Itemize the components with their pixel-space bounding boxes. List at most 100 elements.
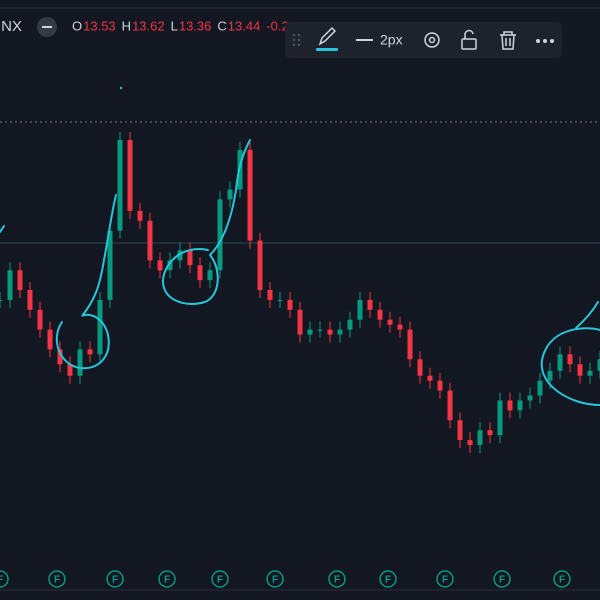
candle-body <box>97 299 103 355</box>
candle-body <box>557 354 563 371</box>
candle-body <box>127 140 133 211</box>
candle-body <box>247 149 253 241</box>
candle-body <box>467 440 473 445</box>
event-badge <box>328 570 346 588</box>
candle-body <box>17 270 23 291</box>
candle-body <box>537 380 543 396</box>
line-width-button[interactable]: 2px <box>356 32 403 48</box>
candle-body <box>417 359 423 376</box>
candle-body <box>477 430 483 445</box>
freehand-stroke <box>0 225 5 233</box>
candle-body <box>457 420 463 441</box>
candle-body <box>587 370 593 376</box>
freehand-stroke <box>575 301 599 329</box>
candle-body <box>547 370 553 381</box>
candle-body <box>387 319 393 325</box>
candle-body <box>67 364 73 376</box>
candle-body <box>147 220 153 261</box>
candle-body <box>257 240 263 291</box>
candle-body <box>177 250 183 261</box>
freehand-stroke <box>161 139 251 305</box>
event-label: F <box>164 575 170 586</box>
event-markers: FFFFFFFFFFF <box>0 570 571 588</box>
event-badge <box>106 570 124 588</box>
candle-body <box>437 380 443 391</box>
candle-body <box>287 299 293 310</box>
candle-body <box>527 395 533 401</box>
freehand-drawings <box>0 139 600 406</box>
candle-body <box>157 260 163 271</box>
candle-body <box>427 375 433 381</box>
event-label: F <box>54 575 60 586</box>
candle-body <box>167 260 173 271</box>
freehand-stroke <box>540 327 600 406</box>
candle-body <box>447 390 453 421</box>
candle-body <box>357 299 363 320</box>
candle-body <box>7 270 13 300</box>
ohlc-key: C <box>217 18 226 33</box>
event-label: F <box>0 575 3 586</box>
ohlc-value: 13.53 <box>83 18 116 33</box>
ohlc-key: L <box>171 18 178 33</box>
candle-body <box>367 299 373 310</box>
drag-handle[interactable] <box>292 33 301 47</box>
candles <box>0 132 600 453</box>
event-label: F <box>272 575 278 586</box>
candle-body <box>137 210 143 221</box>
event-badge <box>493 570 511 588</box>
candle-body <box>297 309 303 335</box>
candle-body <box>487 430 493 436</box>
candle-body <box>37 309 43 330</box>
candle-body <box>577 364 583 376</box>
event-label: F <box>442 575 448 586</box>
hide-icon <box>42 26 52 28</box>
candle-body <box>117 140 123 231</box>
lock-button[interactable] <box>461 29 477 50</box>
candle-body <box>307 329 313 335</box>
ohlc-key: O <box>72 18 82 33</box>
event-label: F <box>559 575 565 586</box>
ohlc-value: 13.62 <box>132 18 165 33</box>
settings-button[interactable] <box>424 32 440 48</box>
candle-body <box>377 309 383 320</box>
event-badge <box>158 570 176 588</box>
candle-body <box>327 329 333 335</box>
event-label: F <box>385 575 391 586</box>
candle-body <box>77 349 83 376</box>
ohlc-value: 13.44 <box>228 18 261 33</box>
event-label: F <box>112 575 118 586</box>
candle-body <box>87 349 93 355</box>
pen-color-button[interactable] <box>316 26 338 51</box>
ohlc-key: H <box>122 18 131 33</box>
candle-body <box>57 349 63 365</box>
candle-body <box>47 329 53 350</box>
drawing-toolbar <box>285 22 562 58</box>
candle-body <box>597 359 600 371</box>
candle-body <box>407 329 413 360</box>
width-label: 2px <box>380 32 403 48</box>
candle-body <box>197 265 203 281</box>
candle-body <box>277 299 283 301</box>
delete-button[interactable] <box>500 31 516 50</box>
candle-body <box>347 319 353 330</box>
symbol: INX <box>0 18 22 35</box>
candle-body <box>567 354 573 365</box>
ohlc-legend: O 13.53 H 13.62 L 13.36 C 13.44 -0.2 <box>72 18 289 33</box>
ohlc-value: 13.36 <box>179 18 212 33</box>
color-swatch <box>316 48 338 51</box>
event-badge <box>266 570 284 588</box>
event-label: F <box>499 575 505 586</box>
candle-body <box>27 290 33 310</box>
candle-body <box>227 189 233 200</box>
candle-body <box>497 400 503 436</box>
event-badge <box>211 570 229 588</box>
candle-body <box>317 329 323 331</box>
candle-body <box>337 329 343 335</box>
event-label: F <box>334 575 340 586</box>
change-value: -0.2 <box>266 18 288 33</box>
candle-body <box>217 199 223 271</box>
event-badge <box>379 570 397 588</box>
more-button[interactable] <box>536 39 554 43</box>
